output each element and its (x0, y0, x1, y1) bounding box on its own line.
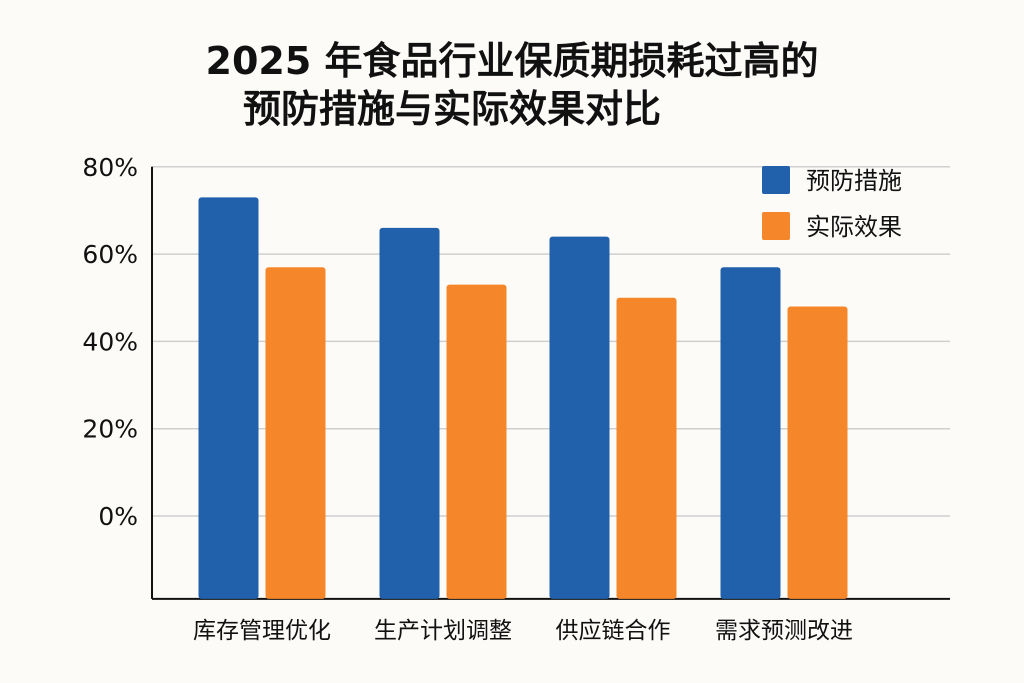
bar-prevention (198, 197, 259, 599)
y-tick-label: 20% (82, 415, 138, 444)
bar-actual (787, 306, 848, 599)
legend-label: 预防措施 (806, 167, 902, 195)
x-tick-label: 库存管理优化 (193, 618, 331, 644)
bar-prevention (549, 236, 610, 599)
bar-prevention (720, 267, 781, 599)
x-tick-label: 生产计划调整 (374, 618, 512, 644)
y-tick-label: 40% (82, 327, 138, 356)
y-tick-label: 0% (98, 502, 138, 531)
y-tick-label: 60% (82, 240, 138, 269)
legend-swatch (762, 212, 790, 240)
chart-title-line-2: 预防措施与实际效果对比 (242, 87, 661, 131)
x-tick-label: 需求预测改进 (715, 618, 853, 644)
bar-actual (616, 297, 677, 599)
legend-swatch (762, 166, 790, 194)
bar-actual (265, 267, 326, 599)
bar-actual (446, 284, 507, 599)
legend-label: 实际效果 (806, 213, 902, 241)
bar-prevention (379, 227, 440, 599)
x-tick-label: 供应链合作 (556, 618, 671, 644)
y-tick-label: 80% (82, 153, 138, 182)
chart-title-line-1: 2025 年食品行业保质期损耗过高的 (205, 39, 819, 83)
